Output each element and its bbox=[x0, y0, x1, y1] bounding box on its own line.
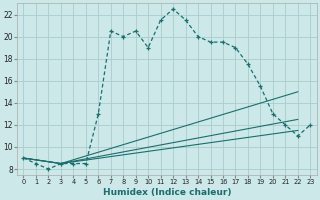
X-axis label: Humidex (Indice chaleur): Humidex (Indice chaleur) bbox=[103, 188, 231, 197]
